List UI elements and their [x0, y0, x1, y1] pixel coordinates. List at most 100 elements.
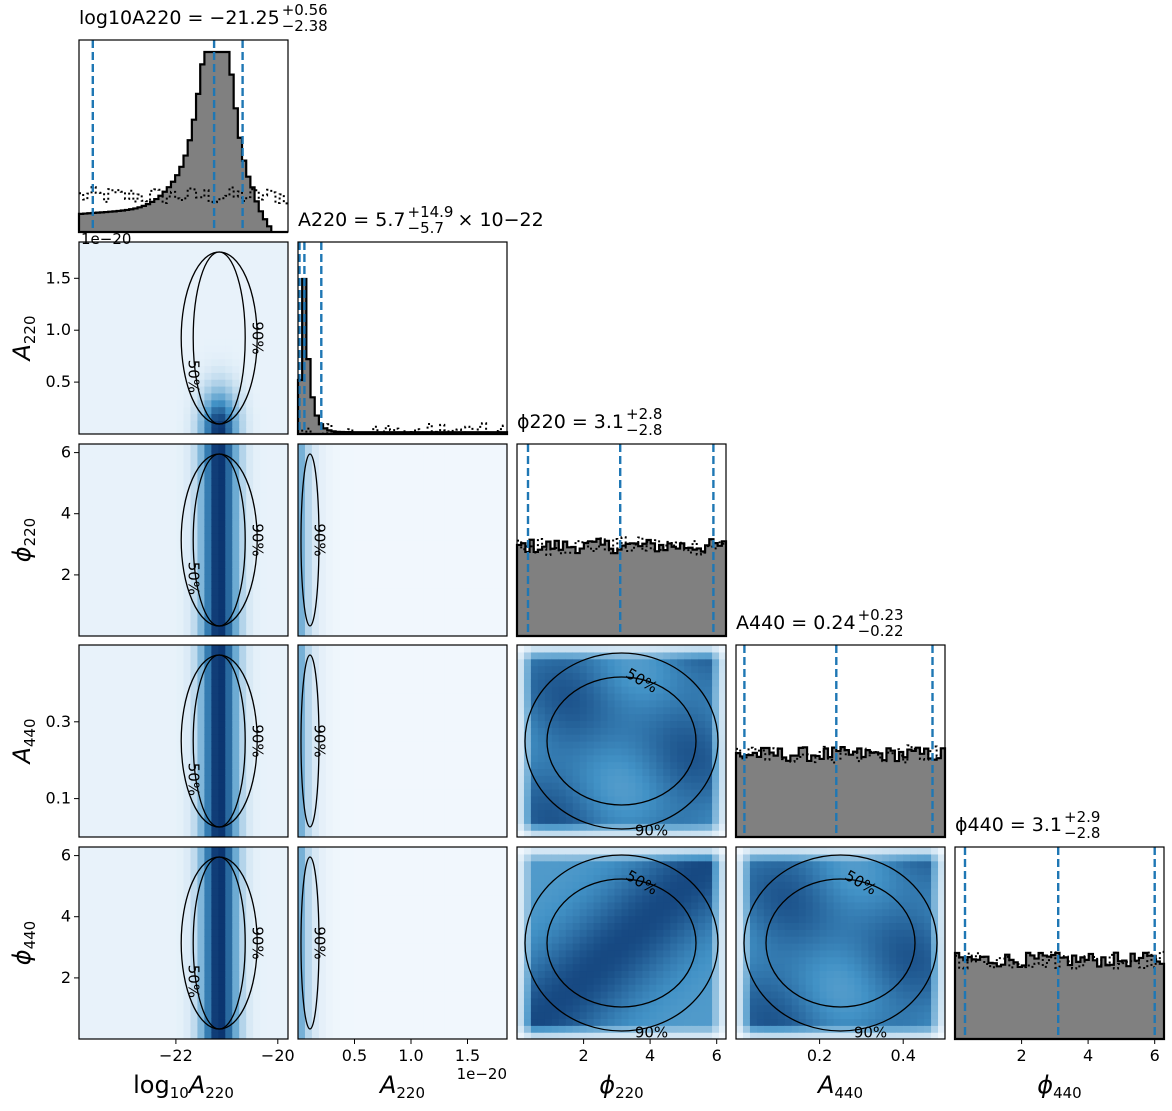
density-cell — [649, 672, 657, 680]
density-cell — [197, 290, 205, 298]
density-cell — [106, 526, 115, 534]
contour-label: 50% — [185, 360, 203, 393]
density-cell — [85, 823, 94, 831]
density-cell — [388, 567, 397, 575]
density-cell — [141, 519, 150, 527]
density-cell — [325, 802, 334, 811]
density-cell — [260, 782, 268, 790]
density-cell — [134, 533, 143, 541]
density-cell — [225, 706, 233, 715]
density-cell — [148, 324, 157, 332]
density-cell — [486, 560, 494, 569]
density-cell — [444, 830, 452, 837]
density-cell — [155, 498, 164, 507]
density-cell — [493, 519, 501, 527]
density-cell — [218, 802, 226, 811]
density-cell — [134, 782, 143, 790]
density-cell — [451, 734, 459, 742]
density-cell — [423, 478, 431, 486]
density-cell — [465, 601, 473, 610]
density-cell — [204, 310, 212, 319]
density-cell — [141, 331, 150, 339]
density-cell — [197, 741, 205, 749]
density-cell — [267, 567, 275, 575]
density-cell — [183, 399, 192, 408]
density-cell — [325, 464, 334, 473]
density-cell — [304, 608, 313, 617]
density-cell — [409, 734, 418, 742]
density-cell — [274, 310, 282, 319]
density-cell — [642, 645, 650, 653]
density-cell — [85, 372, 94, 380]
density-cell — [106, 567, 115, 575]
density-cell — [162, 276, 171, 284]
density-cell — [85, 358, 94, 367]
density-cell — [705, 747, 713, 756]
density-cell — [416, 540, 424, 548]
density-cell — [183, 546, 192, 555]
density-cell — [218, 795, 226, 804]
density-cell — [162, 296, 171, 305]
density-cell — [106, 533, 115, 541]
density-cell — [465, 830, 473, 837]
density-cell — [85, 420, 94, 428]
density-cell — [120, 615, 129, 623]
density-cell — [500, 533, 507, 541]
density-cell — [444, 546, 452, 555]
density-cell — [141, 427, 150, 434]
density-cell — [92, 344, 101, 353]
density-cell — [246, 358, 254, 367]
density-cell — [281, 686, 288, 694]
density-cell — [162, 588, 171, 596]
density-cell — [649, 741, 657, 749]
density-cell — [79, 248, 87, 257]
density-cell — [346, 734, 355, 742]
density-cell — [113, 242, 122, 250]
density-cell — [239, 276, 247, 284]
density-cell — [239, 351, 247, 360]
density-cell — [402, 464, 411, 473]
density-cell — [360, 720, 369, 728]
density-cell — [120, 546, 129, 555]
density-cell — [239, 478, 247, 486]
density-cell — [325, 734, 334, 742]
density-cell — [197, 823, 205, 831]
density-cell — [253, 789, 261, 797]
density-cell — [92, 567, 101, 575]
density-cell — [253, 588, 261, 596]
density-cell — [134, 830, 143, 837]
density-cell — [493, 498, 501, 507]
density-cell — [325, 533, 334, 541]
density-cell — [232, 290, 240, 298]
density-cell — [395, 658, 404, 667]
density-cell — [684, 802, 692, 811]
density-cell — [437, 747, 445, 756]
density-cell — [586, 761, 595, 770]
density-cell — [558, 741, 567, 749]
density-cell — [106, 399, 115, 408]
density-cell — [267, 444, 275, 452]
density-cell — [120, 276, 129, 284]
density-cell — [346, 471, 355, 479]
density-cell — [99, 693, 108, 701]
density-cell — [211, 816, 219, 824]
density-cell — [162, 399, 171, 408]
panel-frame — [78, 241, 289, 435]
density-cell — [127, 276, 136, 284]
density-cell — [388, 727, 397, 735]
density-cell — [99, 269, 108, 277]
density-cell — [621, 782, 630, 790]
density-cell — [656, 768, 664, 776]
density-cell — [134, 567, 143, 575]
density-cell — [176, 679, 185, 687]
density-cell — [79, 747, 87, 756]
density-cell — [218, 262, 226, 271]
density-cell — [298, 546, 306, 555]
density-cell — [684, 645, 692, 653]
density-cell — [239, 734, 247, 742]
density-cell — [332, 713, 341, 722]
density-cell — [197, 269, 205, 277]
density-cell — [367, 560, 376, 569]
density-cell — [127, 331, 136, 339]
density-cell — [325, 665, 334, 674]
